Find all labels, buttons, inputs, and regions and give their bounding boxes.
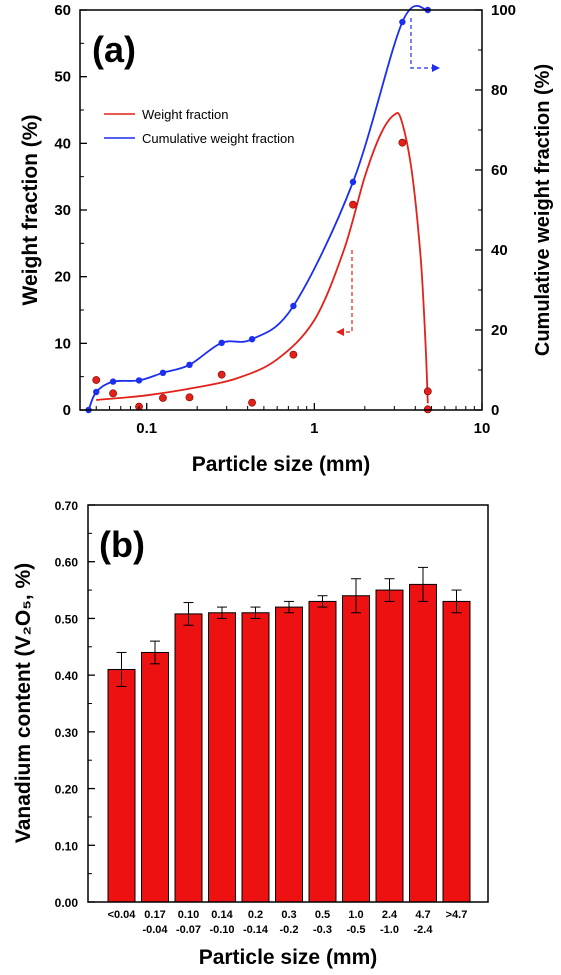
weight-fraction-curve (96, 112, 429, 404)
weight-fraction-point-7 (289, 350, 298, 359)
bar-9 (409, 583, 437, 903)
weight-fraction-point-1 (109, 389, 117, 398)
category-label-9-1: -2.4 (414, 924, 434, 936)
category-label-1-0: 0.17 (144, 909, 165, 921)
category-label-5-1: -0.2 (280, 924, 299, 936)
chart-a-panel-label: (a) (92, 29, 136, 70)
category-label-6-1: -0.3 (313, 924, 332, 936)
chart-a-ytick-label-10: 10 (54, 335, 71, 352)
chart-a-ytick-label-30: 30 (54, 202, 71, 219)
chart-a-direction-arrows (336, 18, 440, 336)
category-label-1-1: -0.04 (142, 924, 168, 936)
category-label-4-1: -0.14 (243, 924, 269, 936)
category-label-3-0: 0.14 (211, 909, 233, 921)
category-label-7-0: 1.0 (348, 909, 363, 921)
bar-7 (342, 595, 370, 903)
chart-b-panel-label: (b) (99, 524, 145, 565)
category-label-0-0: <0.04 (108, 909, 137, 921)
chart-a-xlabel: Particle size (mm) (192, 453, 371, 476)
chart-b-xlabel: Particle size (mm) (199, 946, 378, 969)
bar-0 (107, 668, 136, 903)
chart-a-ytick-label-60: 60 (54, 2, 71, 19)
chart-b-ytick-label-1: 0.10 (55, 839, 79, 853)
chart-a-y2tick-label-0: 0 (491, 402, 499, 419)
blue-axis-arrow (410, 18, 440, 72)
red-axis-arrow (336, 250, 353, 336)
legend-weight-fraction-label: Weight fraction (142, 107, 228, 122)
weight-fraction-point-0 (92, 376, 101, 384)
weight-fraction-point-3 (159, 394, 167, 402)
weight-fraction-point-6 (248, 398, 256, 407)
legend-cumulative-label: Cumulative weight fraction (142, 131, 294, 146)
cumulative-point-7 (248, 336, 256, 343)
cumulative-point-9 (349, 178, 357, 186)
chart-a-ytick-label-20: 20 (54, 269, 71, 286)
cumulative-point-5 (186, 361, 193, 368)
cumulative-point-10 (399, 18, 406, 26)
category-label-5-0: 0.3 (281, 909, 296, 921)
cumulative-weight-fraction-curve (87, 5, 429, 411)
chart-a-xtick-label-10: 10 (474, 420, 491, 437)
category-label-8-1: -1.0 (380, 924, 399, 936)
chart-a-y2tick-label-100: 100 (491, 2, 516, 19)
chart-a-ytick-label-0: 0 (63, 402, 71, 419)
cumulative-point-3 (135, 377, 143, 384)
category-label-9-0: 4.7 (415, 909, 430, 921)
chart-b-ytick-label-7: 0.70 (55, 499, 79, 513)
bar-3 (208, 612, 236, 903)
chart-a-ylabel: Weight fraction (%) (19, 115, 42, 306)
category-label-10-0: >4.7 (446, 909, 468, 921)
cumulative-point-2 (109, 378, 117, 385)
bar-5 (275, 606, 303, 903)
cumulative-point-4 (159, 369, 167, 376)
chart-b-marks (107, 566, 471, 903)
chart-b: <0.04 0.17 -0.04 0.10 -0.07 0.14 -0.10 0.2 -0.14… (12, 499, 489, 969)
weight-fraction-point-9 (398, 138, 407, 147)
cumulative-point-1 (93, 388, 100, 396)
category-label-3-1: -0.10 (209, 924, 234, 936)
chart-a-ytick-label-50: 50 (54, 69, 71, 86)
chart-b-ytick-label-6: 0.60 (55, 556, 79, 570)
bar-10 (442, 600, 471, 903)
category-label-7-1: -0.5 (347, 924, 366, 936)
chart-a-legend: Weight fraction Cumulative weight fracti… (104, 107, 294, 146)
chart-a-y2label: Cumulative weight fraction (%) (532, 64, 554, 356)
chart-a-y2tick-label-40: 40 (491, 242, 508, 259)
chart-b-ytick-label-3: 0.30 (55, 726, 79, 740)
bar-6 (308, 600, 337, 903)
chart-a-y2tick-label-20: 20 (491, 322, 508, 339)
category-label-6-0: 0.5 (315, 909, 330, 921)
chart-b-ytick-label-4: 0.40 (55, 669, 79, 683)
chart-b-ticks: <0.04 0.17 -0.04 0.10 -0.07 0.14 -0.10 0.2 -0.14… (55, 499, 468, 936)
category-label-8-0: 2.4 (382, 909, 398, 921)
weight-fraction-point-5 (217, 370, 226, 379)
category-label-2-0: 0.10 (178, 909, 199, 921)
chart-a-xtick-label-1: 1 (310, 420, 318, 437)
weight-fraction-point-4 (185, 393, 194, 402)
chart-a-marks (85, 5, 432, 414)
cumulative-point-6 (218, 339, 225, 346)
chart-a-y2tick-label-60: 60 (491, 162, 508, 179)
bar-2 (174, 613, 203, 903)
weight-fraction-point-10 (423, 387, 432, 396)
chart-b-ylabel: Vanadium content (V₂O₅, %) (12, 563, 35, 843)
chart-a-frame (79, 9, 483, 411)
chart-a-xtick-label-0.1: 0.1 (136, 420, 157, 437)
chart-a-y2tick-label-80: 80 (491, 82, 508, 99)
bar-4 (241, 612, 270, 903)
chart-b-ytick-label-5: 0.50 (55, 612, 79, 626)
cumulative-point-8 (290, 302, 297, 310)
bar-1 (141, 651, 169, 903)
chart-a-ytick-label-40: 40 (54, 135, 71, 152)
category-label-2-1: -0.07 (176, 924, 201, 936)
weight-fraction-point-8 (349, 200, 357, 209)
bar-8 (375, 589, 404, 903)
chart-b-ytick-label-0: 0.00 (55, 896, 79, 910)
category-label-4-0: 0.2 (248, 909, 263, 921)
chart-b-ytick-label-2: 0.20 (55, 783, 79, 797)
